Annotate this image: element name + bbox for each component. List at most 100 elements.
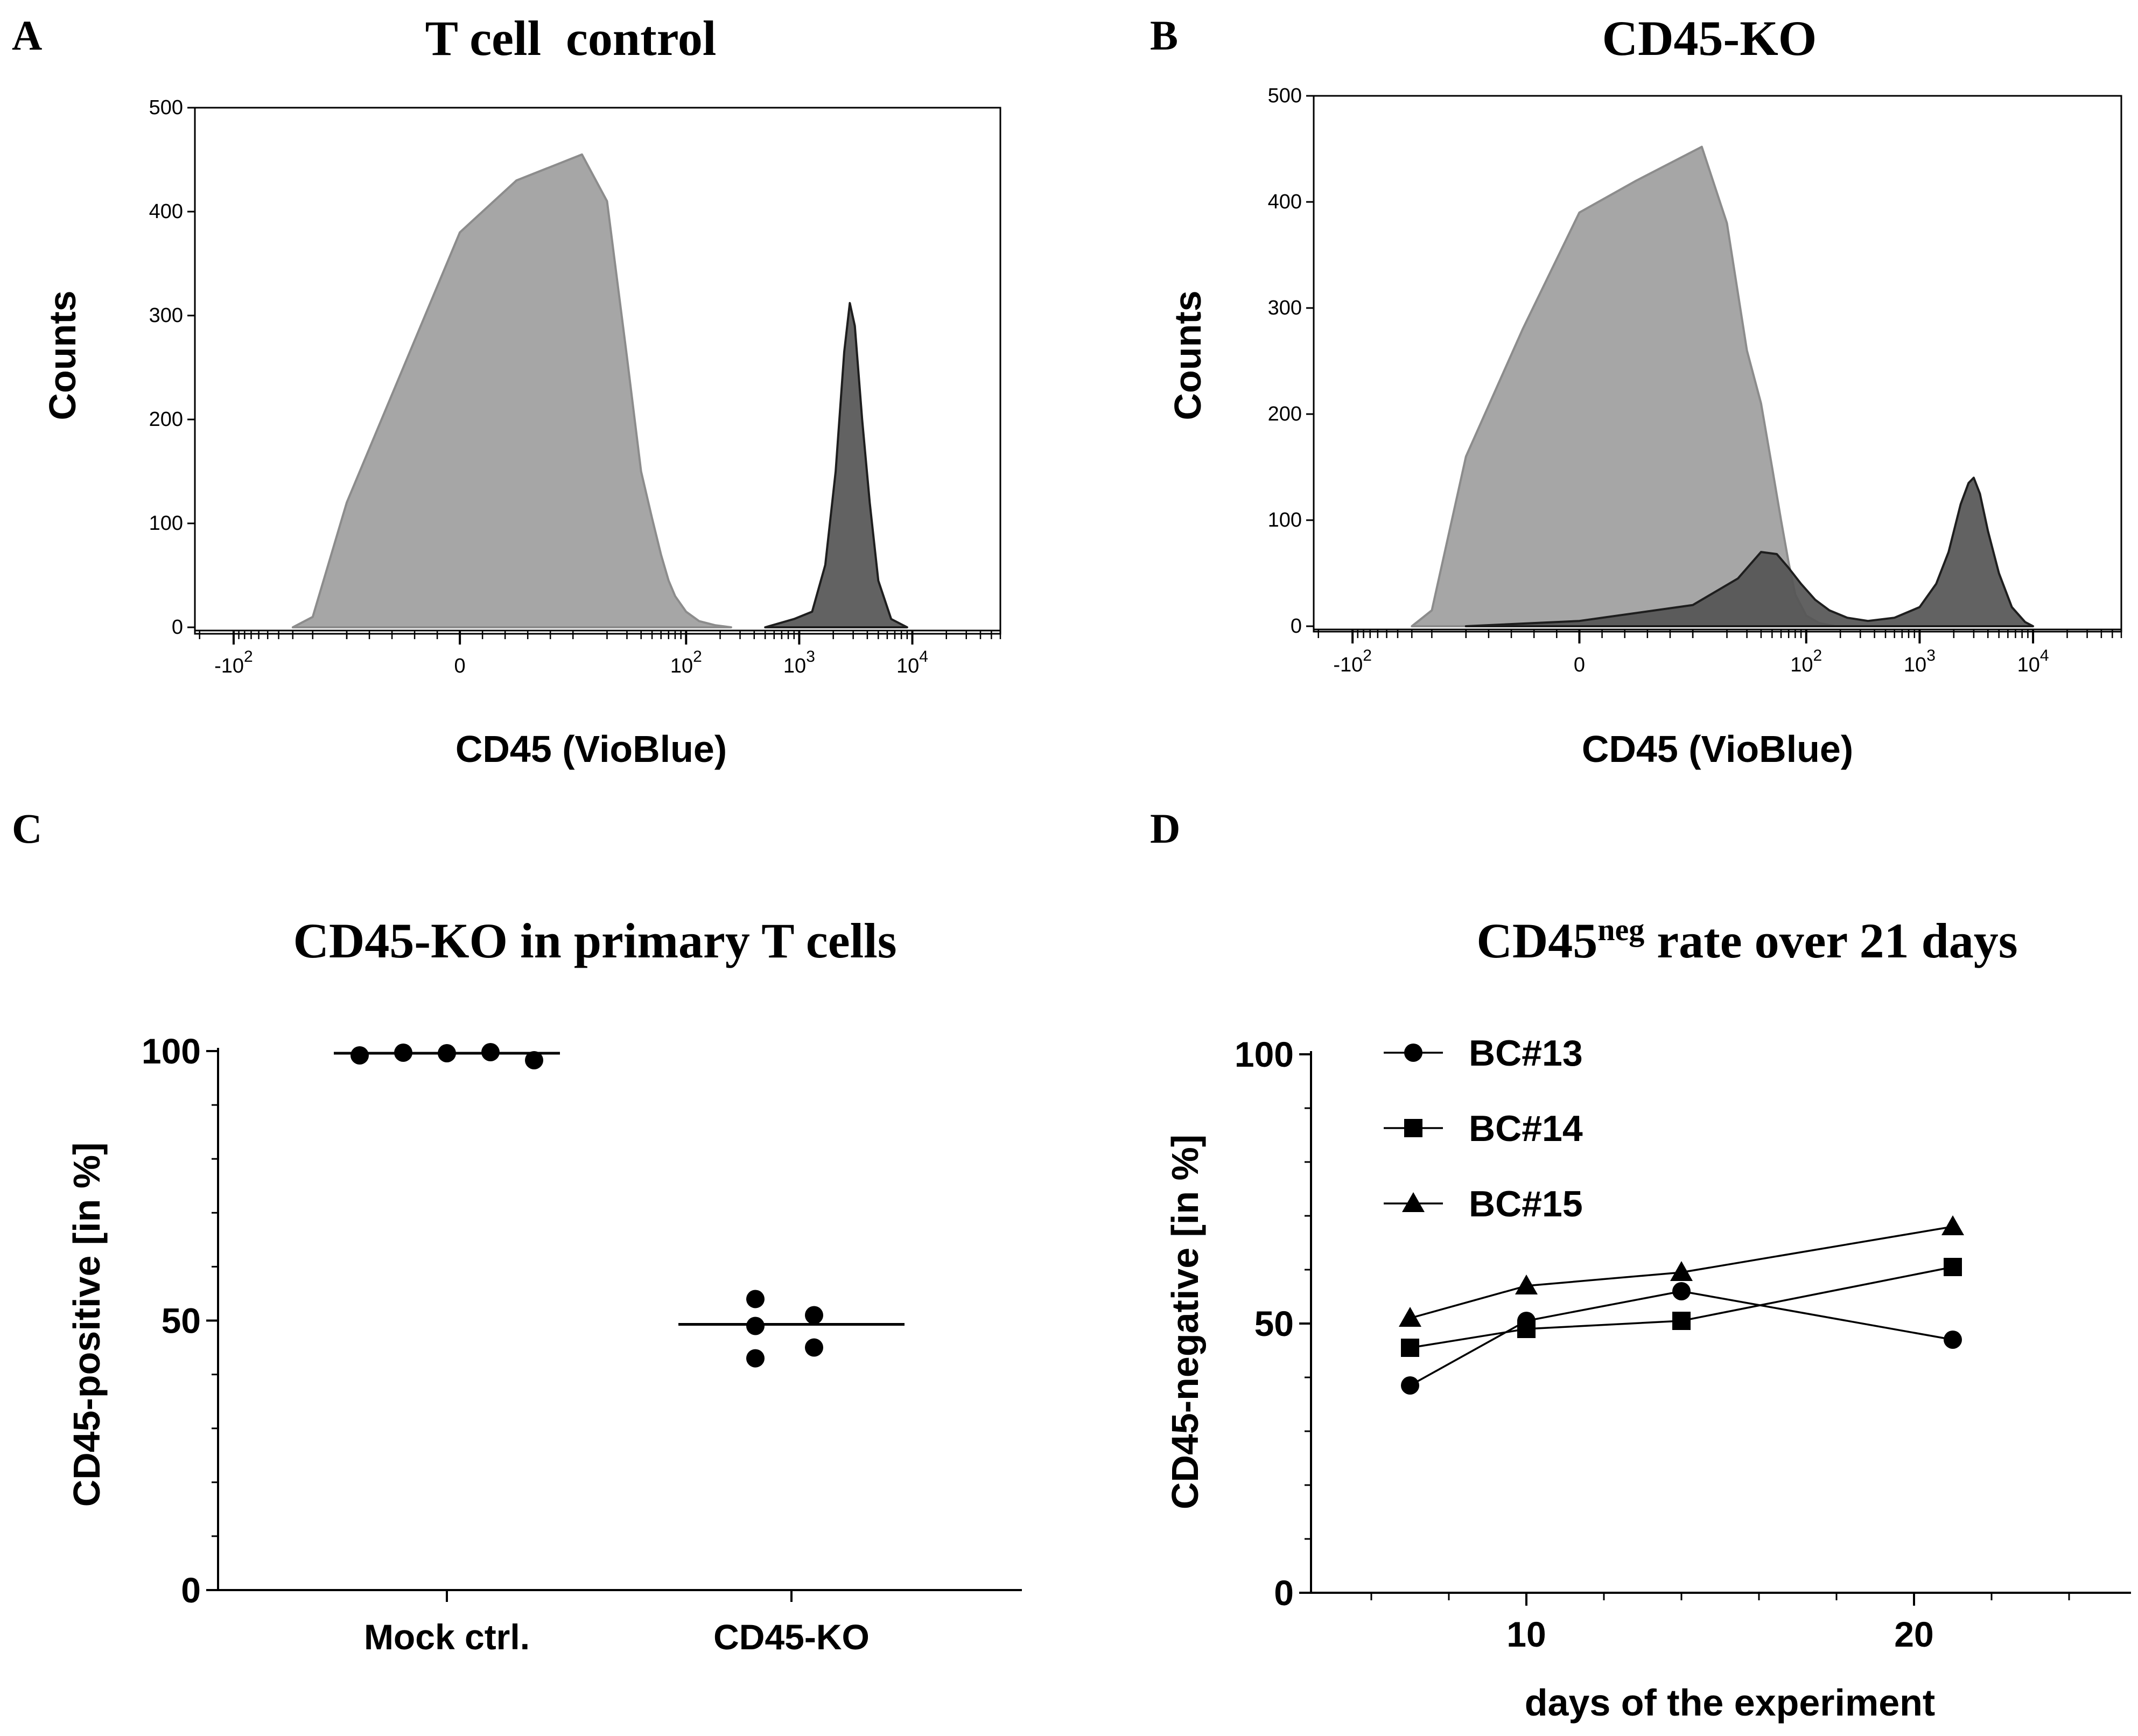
panel-b-xtick-label: -102: [1333, 647, 1372, 676]
panel-c-point: [746, 1349, 765, 1368]
panel-a-xtick-label: -102: [214, 648, 253, 677]
panel-c-ytick-label: 100: [142, 1031, 201, 1071]
panel-d-marker: [1944, 1331, 1962, 1349]
panel-d-line: 0 50 100 10 20 BC#13 BC#14 BC#15 CD45-negative…: [1164, 1033, 2131, 1724]
panel-b-ytick-label: 300: [1268, 297, 1302, 319]
panel-d-y-axis-title: CD45-negative [in %]: [1164, 1135, 1206, 1509]
panel-b-xtick-label: 0: [1574, 654, 1585, 676]
panel-d-axes: 0 50 100 10 20: [1235, 1034, 2131, 1654]
xtick-base: 10: [1904, 654, 1926, 676]
panel-letter-c: C: [12, 805, 42, 852]
panel-a-ytick-label: 0: [172, 616, 183, 639]
panel-d-marker: [1401, 1376, 1419, 1395]
xtick-base: -10: [214, 655, 244, 677]
xtick-base: 10: [2017, 654, 2040, 676]
panel-b-series-layer: [1411, 145, 2035, 627]
panel-c-ytick-label: 50: [162, 1301, 201, 1341]
panel-d-x-axis-title: days of the experiment: [1525, 1682, 1935, 1724]
panel-d-legend-marker: [1402, 1192, 1425, 1212]
panel-b-histogram-stained: [1464, 477, 2035, 627]
xtick-exponent: 3: [806, 648, 815, 666]
panel-a-ytick-label: 300: [149, 304, 183, 327]
panel-b-ytick-label: 100: [1268, 509, 1302, 531]
xtick-exponent: 3: [1926, 647, 1936, 664]
xtick-base: -10: [1333, 654, 1363, 676]
panel-d-line-bc14: [1410, 1266, 1953, 1349]
panel-a-ytick-label: 500: [149, 96, 183, 119]
panel-b-ytick-label: 500: [1268, 85, 1302, 107]
panel-b-y-axis: 0 100 200 300 400 500: [1268, 85, 1314, 638]
panel-d-marker: [1517, 1320, 1536, 1338]
panel-d-marker: [1944, 1258, 1962, 1276]
panel-letter-d: D: [1150, 805, 1180, 852]
panel-a-ytick-label: 100: [149, 512, 183, 535]
panel-d-marker: [1672, 1312, 1691, 1330]
panel-a-y-axis: 0 100 200 300 400 500: [149, 96, 195, 639]
xtick-base: 10: [783, 655, 806, 677]
panel-d-ytick-label: 0: [1274, 1573, 1294, 1613]
panel-a-series-layer: [291, 153, 908, 628]
panel-c-point: [746, 1317, 765, 1335]
panel-a-title: T cell control: [425, 11, 717, 66]
panel-c-y-axis-title: CD45-positive [in %]: [66, 1143, 108, 1507]
panel-b-ytick-label: 400: [1268, 191, 1302, 213]
panel-a-histogram-stained: [764, 302, 908, 628]
panel-a-histogram-control: [291, 153, 732, 628]
panel-letter-a: A: [12, 12, 42, 59]
panel-d-marker: [1515, 1275, 1538, 1294]
panel-b-plot-frame: [1313, 95, 2122, 633]
panel-a-x-axis: -102 0 102 103 104: [195, 629, 1001, 677]
xtick-exponent: 2: [1363, 647, 1372, 664]
panel-d-legend-label: BC#13: [1469, 1033, 1583, 1074]
panel-c-axes: 0 50 100 Mock ctrl. CD45-KO: [142, 1031, 1022, 1657]
panel-d-marker: [1672, 1282, 1691, 1300]
panel-c-points: [334, 1043, 905, 1368]
panel-b-y-axis-title: Counts: [1167, 290, 1209, 420]
panel-a-xtick-label: 104: [896, 648, 928, 677]
panel-c-point: [805, 1306, 823, 1325]
panel-d-marker: [1670, 1261, 1693, 1281]
panel-a-ytick-label: 200: [149, 408, 183, 431]
xtick-base: 10: [1790, 654, 1813, 676]
panel-d-marker: [1399, 1307, 1421, 1327]
panel-b-ytick-label: 0: [1291, 615, 1302, 638]
panel-d-xtick-label: 10: [1506, 1614, 1546, 1654]
panel-a-plot-frame: [194, 107, 1001, 635]
panel-d-legend-label: BC#15: [1469, 1184, 1583, 1224]
panel-d-line-bc13: [1410, 1290, 1953, 1387]
panel-d-legend-label: BC#14: [1469, 1108, 1583, 1149]
panel-c-point: [805, 1338, 823, 1357]
panel-b-x-axis-title: CD45 (VioBlue): [1582, 728, 1853, 770]
panel-c-category-label: CD45-KO: [713, 1617, 870, 1657]
panel-d-line-bc15: [1410, 1226, 1953, 1319]
panel-d-legend-marker: [1404, 1044, 1422, 1062]
panel-c-point: [525, 1051, 543, 1070]
panel-c-point: [746, 1290, 765, 1308]
panel-d-marker: [1941, 1215, 1964, 1235]
panel-d-series: [1399, 1215, 1964, 1395]
panel-b-xtick-label: 103: [1904, 647, 1936, 676]
xtick-exponent: 2: [1813, 647, 1822, 664]
panel-a-xtick-label: 103: [783, 648, 815, 677]
panel-b-ytick-label: 200: [1268, 403, 1302, 425]
panel-d-legend: BC#13 BC#14 BC#15: [1384, 1033, 1583, 1224]
xtick-exponent: 4: [2040, 647, 2049, 664]
panel-c-category-label: Mock ctrl.: [364, 1617, 530, 1657]
xtick-base: 10: [896, 655, 919, 677]
panel-a-y-axis-title: Counts: [41, 290, 83, 420]
xtick-base: 10: [670, 655, 693, 677]
panel-a-ytick-label: 400: [149, 200, 183, 223]
panel-d-legend-marker: [1404, 1119, 1422, 1137]
panel-c-point: [351, 1046, 369, 1065]
panel-d-ytick-label: 50: [1254, 1304, 1294, 1343]
panel-b-title: CD45-KO: [1602, 11, 1817, 66]
panel-b-x-axis: -102 0 102 103 104: [1314, 628, 2122, 676]
xtick-base: 0: [1574, 654, 1585, 676]
panel-c-title: CD45-KO in primary T cells: [293, 913, 896, 968]
panel-d-xtick-label: 20: [1894, 1614, 1933, 1654]
panel-d-marker: [1401, 1339, 1419, 1357]
xtick-exponent: 2: [244, 648, 253, 666]
panel-letter-b: B: [1150, 12, 1178, 59]
